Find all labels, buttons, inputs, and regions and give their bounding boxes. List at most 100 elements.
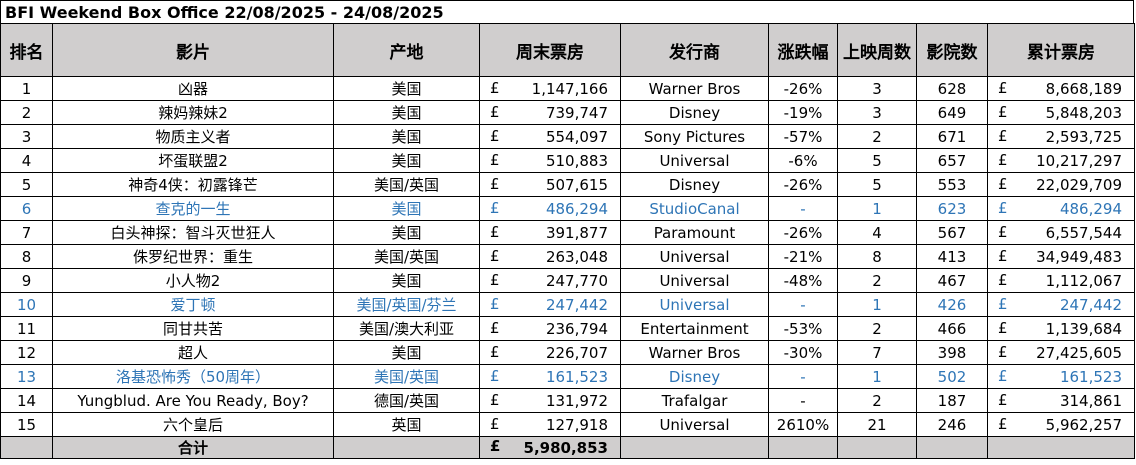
weekend-gross-cell[interactable]: £131,972 [479,388,621,413]
total-cinemas-cell[interactable] [916,436,988,459]
weeks-cell[interactable]: 3 [837,76,917,101]
change-cell[interactable]: -19% [768,100,838,125]
change-cell[interactable]: - [768,196,838,221]
origin-cell[interactable]: 德国/英国 [333,388,480,413]
total-gross-cell[interactable]: £8,668,189 [987,76,1135,101]
origin-cell[interactable]: 美国/英国 [333,244,480,269]
film-cell[interactable]: 洛基恐怖秀（50周年） [52,364,334,389]
weeks-cell[interactable]: 3 [837,100,917,125]
weeks-cell[interactable]: 1 [837,364,917,389]
weekend-gross-cell[interactable]: £739,747 [479,100,621,125]
weekend-gross-cell[interactable]: £507,615 [479,172,621,197]
total-rank-cell[interactable] [0,436,53,459]
change-cell[interactable]: - [768,388,838,413]
total-gross-cell[interactable]: £5,962,257 [987,412,1135,437]
header-weeks[interactable]: 上映周数 [837,23,917,77]
total-distributor-cell[interactable] [620,436,769,459]
cinemas-cell[interactable]: 628 [916,76,988,101]
film-cell[interactable]: 超人 [52,340,334,365]
weeks-cell[interactable]: 7 [837,340,917,365]
weeks-cell[interactable]: 5 [837,148,917,173]
film-cell[interactable]: 坏蛋联盟2 [52,148,334,173]
distributor-cell[interactable]: Paramount [620,220,769,245]
origin-cell[interactable]: 美国 [333,196,480,221]
rank-cell[interactable]: 12 [0,340,53,365]
origin-cell[interactable]: 美国 [333,124,480,149]
change-cell[interactable]: -26% [768,76,838,101]
total-gross-cell[interactable]: £2,593,725 [987,124,1135,149]
distributor-cell[interactable]: Universal [620,268,769,293]
rank-cell[interactable]: 4 [0,148,53,173]
rank-cell[interactable]: 15 [0,412,53,437]
weekend-gross-cell[interactable]: £247,442 [479,292,621,317]
weekend-gross-cell[interactable]: £1,147,166 [479,76,621,101]
weeks-cell[interactable]: 21 [837,412,917,437]
cinemas-cell[interactable]: 502 [916,364,988,389]
total-gross-cell[interactable]: £10,217,297 [987,148,1135,173]
cinemas-cell[interactable]: 413 [916,244,988,269]
origin-cell[interactable]: 英国 [333,412,480,437]
cinemas-cell[interactable]: 426 [916,292,988,317]
film-cell[interactable]: 同甘共苦 [52,316,334,341]
total-gross-cell[interactable]: £1,112,067 [987,268,1135,293]
weeks-cell[interactable]: 2 [837,316,917,341]
rank-cell[interactable]: 13 [0,364,53,389]
film-cell[interactable]: 凶器 [52,76,334,101]
header-distributor[interactable]: 发行商 [620,23,769,77]
origin-cell[interactable]: 美国 [333,100,480,125]
total-change-cell[interactable] [768,436,838,459]
header-origin[interactable]: 产地 [333,23,480,77]
film-cell[interactable]: 物质主义者 [52,124,334,149]
distributor-cell[interactable]: Universal [620,412,769,437]
origin-cell[interactable]: 美国/英国 [333,364,480,389]
total-gross-cell[interactable]: £1,139,684 [987,316,1135,341]
change-cell[interactable]: -53% [768,316,838,341]
weekend-gross-cell[interactable]: £263,048 [479,244,621,269]
distributor-cell[interactable]: Universal [620,148,769,173]
header-total-gross[interactable]: 累计票房 [987,23,1135,77]
change-cell[interactable]: -6% [768,148,838,173]
cinemas-cell[interactable]: 187 [916,388,988,413]
cinemas-cell[interactable]: 398 [916,340,988,365]
distributor-cell[interactable]: Universal [620,244,769,269]
total-gross-cell[interactable]: £34,949,483 [987,244,1135,269]
film-cell[interactable]: Yungblud. Are You Ready, Boy? [52,388,334,413]
distributor-cell[interactable]: Entertainment [620,316,769,341]
weeks-cell[interactable]: 1 [837,292,917,317]
total-gross-cell[interactable]: £5,848,203 [987,100,1135,125]
film-cell[interactable]: 六个皇后 [52,412,334,437]
total-gross-cell[interactable]: £486,294 [987,196,1135,221]
weeks-cell[interactable]: 1 [837,196,917,221]
weekend-gross-cell[interactable]: £391,877 [479,220,621,245]
total-gross-cell[interactable]: £314,861 [987,388,1135,413]
change-cell[interactable]: -57% [768,124,838,149]
weeks-cell[interactable]: 5 [837,172,917,197]
change-cell[interactable]: -26% [768,220,838,245]
distributor-cell[interactable]: Trafalgar [620,388,769,413]
weeks-cell[interactable]: 8 [837,244,917,269]
cinemas-cell[interactable]: 671 [916,124,988,149]
change-cell[interactable]: - [768,364,838,389]
change-cell[interactable]: -26% [768,172,838,197]
cinemas-cell[interactable]: 467 [916,268,988,293]
cinemas-cell[interactable]: 649 [916,100,988,125]
cinemas-cell[interactable]: 246 [916,412,988,437]
distributor-cell[interactable]: StudioCanal [620,196,769,221]
total-gross-cell[interactable]: £6,557,544 [987,220,1135,245]
origin-cell[interactable]: 美国 [333,268,480,293]
film-cell[interactable]: 辣妈辣妹2 [52,100,334,125]
rank-cell[interactable]: 9 [0,268,53,293]
distributor-cell[interactable]: Warner Bros [620,340,769,365]
rank-cell[interactable]: 5 [0,172,53,197]
rank-cell[interactable]: 10 [0,292,53,317]
weekend-gross-cell[interactable]: £161,523 [479,364,621,389]
cinemas-cell[interactable]: 657 [916,148,988,173]
film-cell[interactable]: 神奇4侠：初露锋芒 [52,172,334,197]
cinemas-cell[interactable]: 623 [916,196,988,221]
rank-cell[interactable]: 2 [0,100,53,125]
rank-cell[interactable]: 6 [0,196,53,221]
cinemas-cell[interactable]: 466 [916,316,988,341]
total-gross-cell[interactable]: £27,425,605 [987,340,1135,365]
cinemas-cell[interactable]: 567 [916,220,988,245]
film-cell[interactable]: 侏罗纪世界：重生 [52,244,334,269]
